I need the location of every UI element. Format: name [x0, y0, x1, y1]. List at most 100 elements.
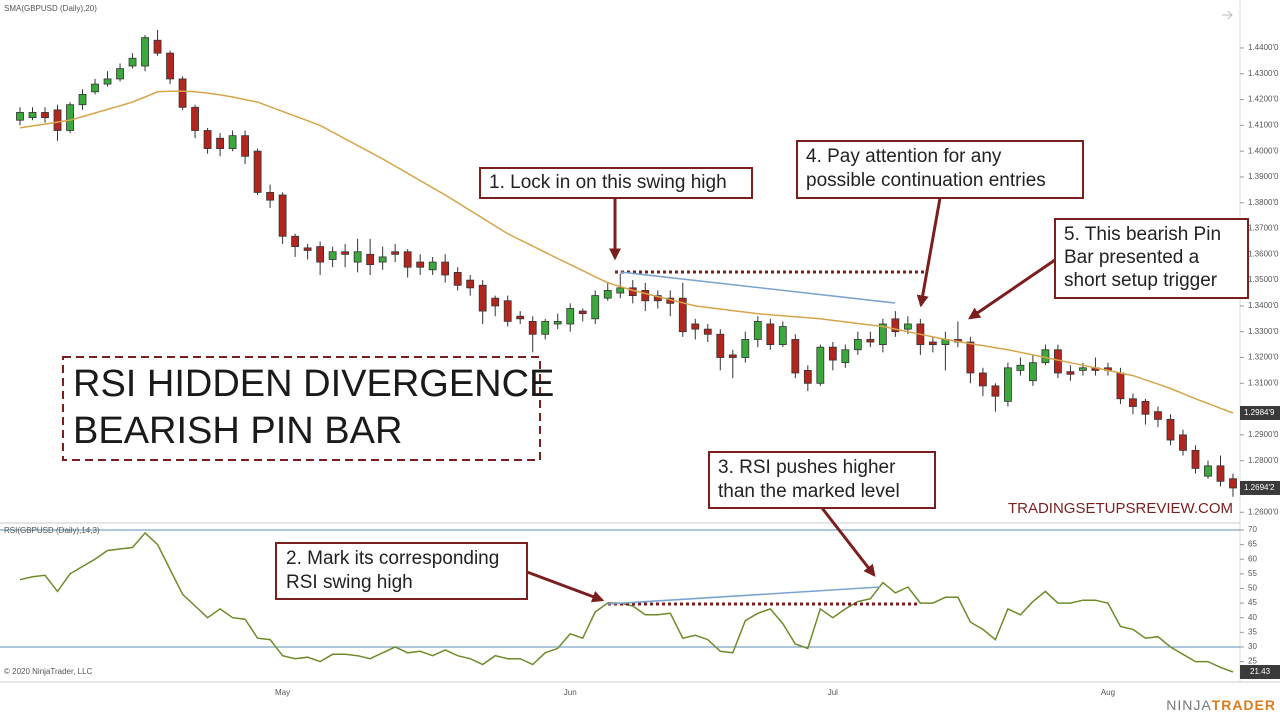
sma-last-tag: [1240, 405, 1280, 420]
y-tick-label: 1.2800'0: [1248, 456, 1279, 465]
callout-box: [479, 167, 753, 199]
candle-body: [191, 106, 199, 131]
price-panel: 1.4400'0 1.4300'0 1.4200'0 1.4100'0 1.4000'0…: [16, 29, 1280, 516]
callout-text: 3. RSI pushes higher: [718, 457, 896, 478]
candle-body: [1004, 367, 1012, 402]
arrow: [968, 258, 1056, 320]
logo-part: NINJA: [1166, 697, 1211, 713]
candle-body: [153, 39, 162, 54]
candle-body: [766, 323, 775, 346]
candle-body: [478, 284, 487, 312]
candle-body: [1116, 372, 1125, 400]
y-tick-label: 25: [1248, 657, 1257, 666]
candle-body: [353, 251, 362, 263]
candle-body: [778, 326, 787, 346]
arrow: [526, 570, 605, 603]
candle-body: [41, 112, 49, 119]
candle-body: [591, 295, 600, 320]
candle-body: [28, 112, 37, 119]
scroll-arrow[interactable]: [1222, 10, 1233, 20]
candle-body: [141, 37, 149, 67]
candle-body: [241, 135, 249, 157]
candle-body: [491, 297, 500, 307]
callout-text: possible continuation entries: [806, 170, 1046, 191]
candle-body: [553, 320, 562, 325]
logo-part: TRADER: [1212, 697, 1276, 713]
candle-body: [253, 150, 262, 193]
sma-label: SMA(GBPUSD (Daily),20): [4, 4, 97, 13]
title-box: [62, 356, 541, 461]
y-tick-label: 65: [1248, 540, 1257, 549]
y-tick-label: 30: [1248, 642, 1257, 651]
candle-body: [1216, 465, 1225, 482]
candle-body: [16, 112, 24, 121]
callout-box: [796, 140, 1084, 199]
candle-body: [1079, 367, 1087, 371]
y-tick-label: 55: [1248, 569, 1257, 578]
candle-body: [328, 251, 337, 260]
candle-body: [603, 290, 612, 299]
callout-text: 1. Lock in on this swing high: [489, 172, 727, 193]
copyright: © 2020 NinjaTrader, LLC: [4, 667, 93, 676]
close-tag: [1240, 480, 1280, 495]
y-tick-label: 70: [1248, 525, 1257, 534]
candle-body: [166, 52, 174, 80]
candle-body: [228, 135, 237, 149]
x-tick-label: Aug: [1101, 688, 1115, 697]
close-label: 1.2694'2: [1244, 483, 1275, 492]
callout-box: [708, 451, 936, 509]
callout-text: than the marked level: [718, 481, 900, 502]
x-tick-label: Jul: [828, 688, 838, 697]
candle-body: [878, 323, 887, 346]
candle-body: [1129, 398, 1137, 407]
candle-body: [678, 297, 687, 333]
y-tick-label: 1.3500'0: [1248, 275, 1279, 284]
candle-body: [116, 68, 124, 80]
candle-body: [703, 328, 712, 335]
callout-text: 5. This bearish Pin: [1064, 224, 1221, 245]
candle-body: [741, 339, 750, 358]
arrow: [820, 507, 876, 577]
candle-body: [903, 323, 912, 330]
candle-body: [1016, 364, 1025, 371]
callout-box: [1054, 218, 1249, 299]
candle-body: [178, 78, 187, 108]
y-tick-label: 1.2600'0: [1248, 507, 1279, 516]
candle-body: [978, 372, 987, 387]
candle-body: [866, 339, 875, 343]
candle-body: [1204, 465, 1212, 477]
candle-body: [366, 253, 375, 266]
callout-text: RSI swing high: [286, 572, 413, 593]
candle-body: [1029, 362, 1037, 382]
candle-body: [616, 287, 625, 294]
watermark: TRADINGSETUPSREVIEW.COM: [1008, 500, 1233, 517]
x-tick-label: Jun: [564, 688, 577, 697]
candle-body: [541, 320, 550, 335]
sma-last-label: 1.2984'9: [1244, 408, 1275, 417]
rsi-last-label: 21.43: [1250, 667, 1271, 676]
candle-body: [78, 94, 87, 106]
candle-body: [853, 339, 862, 351]
candle-body: [728, 354, 737, 358]
x-tick-label: May: [275, 688, 290, 697]
y-tick-label: 1.4000'0: [1248, 146, 1279, 155]
y-tick-label: 1.2900'0: [1248, 430, 1279, 439]
candle-body: [1041, 349, 1050, 364]
candle-body: [203, 130, 212, 149]
candle-body: [128, 57, 137, 67]
y-tick-label: 35: [1248, 627, 1257, 636]
logo: NINJATRADER: [1166, 697, 1276, 713]
candle-body: [466, 279, 475, 289]
candle-body: [1141, 400, 1150, 415]
candle-body: [103, 78, 112, 85]
candle-body: [216, 137, 224, 149]
candle-body: [841, 349, 850, 364]
price-divergence-line: [619, 271, 896, 304]
candle-body: [691, 323, 700, 330]
candle-body: [566, 308, 575, 325]
y-tick-label: 40: [1248, 613, 1257, 622]
candle-body: [803, 369, 812, 384]
candle-body: [416, 261, 425, 268]
y-tick-label: 1.3100'0: [1248, 378, 1279, 387]
callout-text: 4. Pay attention for any: [806, 146, 1002, 167]
